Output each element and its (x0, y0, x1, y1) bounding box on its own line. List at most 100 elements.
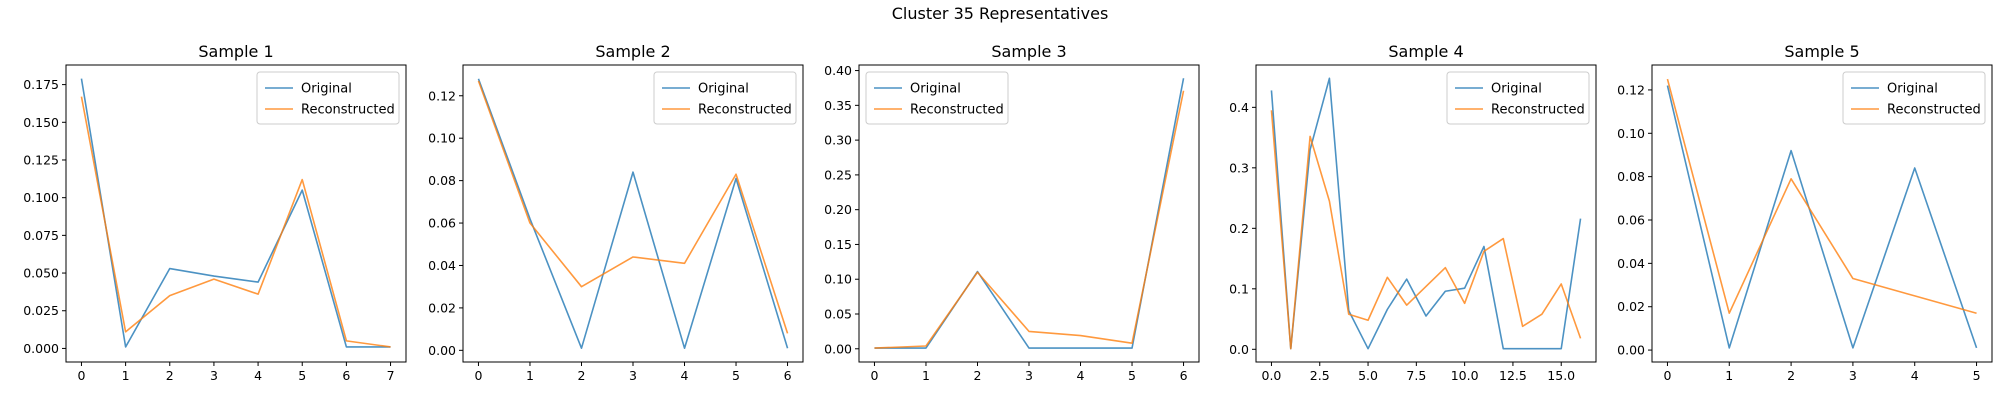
y-tick-label: 0.02 (1617, 299, 1645, 314)
x-tick-label: 0.0 (1262, 368, 1282, 383)
x-tick-label: 4 (254, 368, 262, 383)
x-tick-label: 0 (1663, 368, 1671, 383)
legend-label: Reconstructed (1887, 103, 1981, 118)
legend-label: Reconstructed (301, 103, 395, 118)
legend: Original Reconstructed (865, 71, 1009, 125)
axes-frame (65, 64, 407, 363)
y-tick-label: 0.12 (428, 88, 456, 103)
subplot-title: Sample 4 (1388, 42, 1463, 61)
x-tick-label: 3 (210, 368, 218, 383)
legend-label: Original (1887, 82, 1938, 97)
x-tick-label: 2 (1787, 368, 1795, 383)
series-line-reconstructed (80, 96, 391, 348)
figure-title: Cluster 35 Representatives (892, 4, 1109, 23)
series-line-original (1666, 85, 1978, 349)
legend-label: Reconstructed (698, 103, 792, 118)
legend-box (865, 71, 1009, 125)
y-tick-label: 0.06 (428, 216, 456, 231)
y-tick-label: 0.35 (824, 98, 852, 113)
legend-label: Original (910, 82, 961, 97)
y-tick-label: 0.06 (1617, 213, 1645, 228)
legend-box (1446, 71, 1590, 125)
y-tick-label: 0.125 (23, 152, 59, 167)
y-tick-label: 0.2 (1229, 221, 1249, 236)
series-line-original (1270, 77, 1582, 350)
y-tick-label: 0.02 (428, 300, 456, 315)
legend-label: Reconstructed (1491, 103, 1585, 118)
y-tick-label: 0.08 (428, 173, 456, 188)
x-tick-label: 4 (1911, 368, 1919, 383)
y-tick-label: 0.10 (824, 272, 852, 287)
series-line-reconstructed (1666, 78, 1977, 315)
x-tick-label: 6 (342, 368, 350, 383)
panels: Sample 10 1 2 3 4 5 6 70.0000.0250.0500.0750.10… (23, 42, 1993, 383)
legend: Original Reconstructed (1446, 71, 1590, 125)
x-tick-label: 7.5 (1406, 368, 1426, 383)
x-tick-label: 5 (732, 368, 740, 383)
subplot-1: Sample 1 0 1 2 3 4 5 6 7 0.000 0.025 0.050 0.075 0.10… (23, 42, 407, 383)
x-tick-label: 5 (1128, 368, 1136, 383)
series-line-reconstructed (1270, 110, 1582, 350)
y-tick-label: 0.025 (23, 303, 59, 318)
series-line-original (874, 78, 1185, 349)
x-tick-label: 10.0 (1451, 368, 1479, 383)
y-tick-label: 0.04 (428, 258, 456, 273)
x-tick-label: 2 (974, 368, 982, 383)
y-tick-label: 0.4 (1229, 100, 1249, 115)
x-tick-label: 3 (629, 368, 637, 383)
y-tick-label: 0.25 (824, 167, 852, 182)
legend-label: Original (301, 82, 352, 97)
x-tick-label: 1 (1725, 368, 1733, 383)
legend: Original Reconstructed (1842, 71, 1986, 125)
y-tick-label: 0.000 (23, 341, 59, 356)
y-tick-label: 0.04 (1617, 256, 1645, 271)
x-tick-label: 1 (122, 368, 130, 383)
y-tick-label: 0.40 (824, 63, 852, 78)
x-tick-label: 2 (578, 368, 586, 383)
subplot-3: Sample 3 0 1 2 3 4 5 6 0.00 0.05 0.10 0.15 0.20 0.25 0… (824, 42, 1200, 383)
legend-label: Reconstructed (910, 103, 1004, 118)
x-tick-label: 2.5 (1310, 368, 1330, 383)
y-tick-label: 0.075 (23, 228, 59, 243)
subplot-title: Sample 2 (595, 42, 670, 61)
x-tick-label: 15.0 (1547, 368, 1575, 383)
y-tick-label: 0.00 (428, 343, 456, 358)
legend-box (1842, 71, 1986, 125)
x-tick-label: 1 (526, 368, 534, 383)
legend: Original Reconstructed (653, 71, 797, 125)
legend-box (653, 71, 797, 125)
legend-label: Original (1491, 82, 1542, 97)
x-tick-label: 0 (474, 368, 482, 383)
subplot-title: Sample 3 (991, 42, 1066, 61)
x-tick-label: 0 (77, 368, 85, 383)
x-tick-label: 6 (784, 368, 792, 383)
x-tick-label: 5 (298, 368, 306, 383)
x-tick-label: 3 (1849, 368, 1857, 383)
subplot-5: Sample 5 0 1 2 3 4 5 0.00 0.02 0.04 0.06 0.08 0.10 0.… (1617, 42, 1993, 383)
y-tick-label: 0.30 (824, 133, 852, 148)
y-tick-label: 0.0 (1229, 342, 1249, 357)
subplot-4: Sample 4 0.0 2.5 5.0 7.5 10.0 12.5 15.0 0.0 0.1 0.… (1229, 42, 1597, 383)
y-tick-label: 0.12 (1617, 82, 1645, 97)
x-tick-label: 3 (1025, 368, 1033, 383)
y-tick-label: 0.15 (824, 237, 852, 252)
x-tick-label: 1 (922, 368, 930, 383)
y-tick-label: 0.10 (1617, 126, 1645, 141)
x-tick-label: 4 (681, 368, 689, 383)
axes-frame (1651, 64, 1993, 363)
x-tick-label: 6 (1180, 368, 1188, 383)
x-tick-label: 0 (870, 368, 878, 383)
y-tick-label: 0.05 (824, 307, 852, 322)
y-tick-label: 0.00 (1617, 343, 1645, 358)
y-tick-label: 0.3 (1229, 160, 1249, 175)
legend-label: Original (698, 82, 749, 97)
y-tick-label: 0.100 (23, 190, 59, 205)
y-tick-label: 0.175 (23, 77, 59, 92)
series-line-original (80, 78, 391, 348)
x-tick-label: 4 (1077, 368, 1085, 383)
y-tick-label: 0.050 (23, 266, 59, 281)
x-tick-label: 2 (166, 368, 174, 383)
x-tick-label: 7 (387, 368, 395, 383)
